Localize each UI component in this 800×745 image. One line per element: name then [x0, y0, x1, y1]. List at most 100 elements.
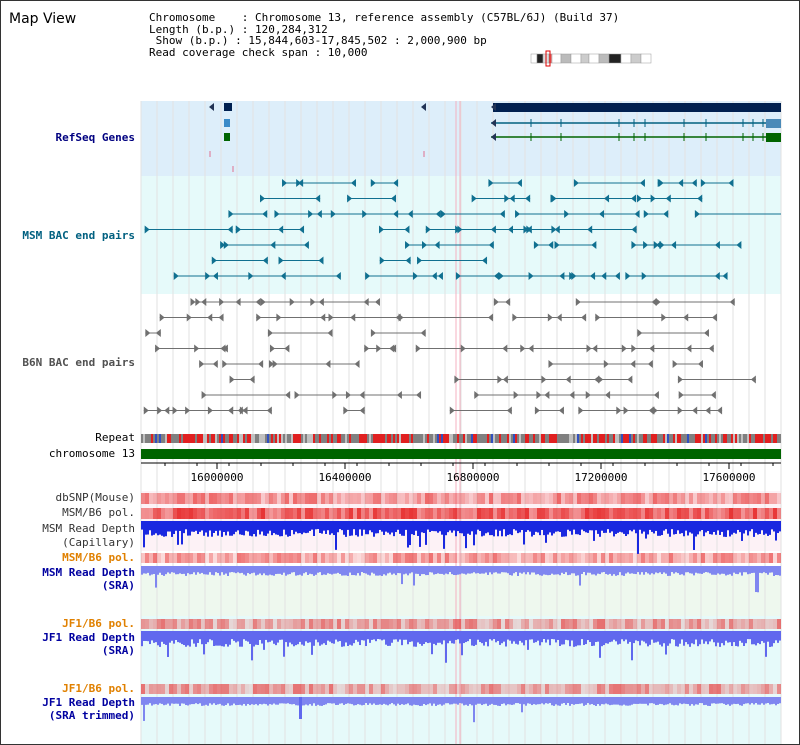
jf1-sra-depth — [721, 631, 723, 644]
track-label-b6n-bac[interactable]: B6N BAC end pairs — [22, 356, 135, 369]
msm-cap-depth — [141, 521, 143, 530]
msm-sra-depth — [383, 566, 385, 575]
track-label-msm-bac[interactable]: MSM BAC end pairs — [22, 229, 135, 242]
msm-cap-depth — [663, 521, 665, 531]
dbsnp-heat — [741, 493, 745, 504]
msm-pol2-heat — [161, 553, 165, 563]
jf1-trim-depth — [429, 697, 431, 704]
b6n-bac-end — [729, 298, 735, 306]
repeat-cell — [443, 434, 445, 443]
msm-cap-depth — [699, 521, 701, 532]
msm-cap-depth — [627, 521, 629, 535]
jf1-sra-depth — [529, 631, 531, 640]
jf1-sra-depth — [667, 631, 669, 646]
msm-cap-depth — [595, 521, 597, 531]
jf1-trim-depth — [731, 697, 733, 705]
msm-sra-depth — [709, 566, 711, 574]
dbsnp-heat — [221, 493, 225, 504]
msm-sra-depth — [635, 566, 637, 575]
jf1-sra-depth — [677, 631, 679, 647]
msm-cap-depth — [143, 521, 145, 548]
msm-cap-depth — [669, 521, 671, 537]
track-label-jf1-depth-sra[interactable]: JF1 Read Depth — [42, 631, 135, 644]
track-label-msm-b6-pol-1[interactable]: MSM/B6 pol. — [62, 506, 135, 519]
jf1-pol2-heat — [693, 684, 697, 694]
repeat-cell — [583, 434, 585, 443]
msm-pol-heat — [681, 508, 685, 519]
repeat-cell — [731, 434, 733, 443]
repeat-cell — [621, 434, 623, 443]
msm-sra-depth — [417, 566, 419, 574]
msm-pol-heat — [721, 508, 725, 519]
jf1-trim-depth — [499, 697, 501, 706]
msm-sra-depth — [293, 566, 295, 573]
jf1-sra-depth — [435, 631, 437, 646]
msm-sra-depth — [301, 566, 303, 576]
jf1-pol-heat — [493, 619, 497, 629]
jf1-pol-heat — [217, 619, 221, 629]
jf1-trim-depth — [667, 697, 669, 705]
ideogram-band — [608, 53, 622, 64]
track-label-repeat: Repeat — [95, 431, 135, 444]
dbsnp-heat — [321, 493, 325, 504]
repeat-cell — [473, 434, 475, 443]
jf1-trim-depth — [503, 697, 505, 704]
repeat-cell — [193, 434, 195, 443]
msm-sra-depth — [631, 566, 633, 574]
jf1-pol-heat — [205, 619, 209, 629]
jf1-sra-depth — [269, 631, 271, 642]
track-label-refseq[interactable]: RefSeq Genes — [55, 131, 135, 144]
jf1-sra-depth — [631, 631, 633, 661]
track-label-dbsnp[interactable]: dbSNP(Mouse) — [55, 491, 135, 504]
repeat-cell — [451, 434, 453, 443]
track-label-msm-depth-capillary[interactable]: MSM Read Depth — [42, 522, 135, 535]
jf1-trim-depth — [623, 697, 625, 705]
track-label-msm-depth-sra[interactable]: MSM Read Depth — [42, 566, 135, 579]
msm-sra-depth — [515, 566, 517, 573]
msm-cap-depth — [343, 521, 345, 535]
msm-cap-depth — [575, 521, 577, 535]
track-label-jf1-depth-trimmed[interactable]: JF1 Read Depth — [42, 696, 135, 709]
jf1-sra-depth — [575, 631, 577, 647]
repeat-cell — [377, 434, 379, 443]
jf1-sra-depth — [361, 631, 363, 641]
b6n-bac-end — [598, 375, 604, 384]
msm-bac-end — [437, 272, 443, 280]
jf1-sra-depth — [527, 631, 529, 650]
jf1-pol2-heat — [757, 684, 761, 694]
b6n-bac-end — [416, 391, 422, 399]
track-label-jf1-b6-pol-1[interactable]: JF1/B6 pol. — [62, 617, 135, 630]
track-label-msm-b6-pol-2[interactable]: MSM/B6 pol. — [62, 551, 135, 564]
jf1-trim-depth — [397, 697, 399, 704]
msm-cap-depth — [517, 521, 519, 534]
dbsnp-heat — [329, 493, 333, 504]
track-label-jf1-b6-pol-2[interactable]: JF1/B6 pol. — [62, 682, 135, 695]
msm-pol-heat — [221, 508, 225, 519]
b6n-bac-end — [222, 360, 228, 368]
b6n-bac-end — [710, 391, 716, 399]
jf1-sra-depth — [255, 631, 257, 645]
jf1-sra-depth — [759, 631, 761, 645]
msm-cap-depth — [267, 521, 269, 534]
msm-sra-depth — [267, 566, 269, 576]
jf1-trim-depth — [155, 697, 157, 705]
dbsnp-heat — [509, 493, 513, 504]
msm-pol-heat — [245, 508, 249, 519]
msm-sra-depth — [485, 566, 487, 573]
jf1-sra-depth — [711, 631, 713, 640]
msm-cap-depth — [429, 521, 431, 532]
jf1-pol-heat — [265, 619, 269, 629]
jf1-trim-depth — [715, 697, 717, 704]
msm-pol2-heat — [697, 553, 701, 563]
msm-sra-depth — [257, 566, 259, 575]
repeat-cell — [195, 434, 197, 443]
jf1-sra-depth — [181, 631, 183, 645]
jf1-pol-heat — [325, 619, 329, 629]
jf1-sra-depth — [359, 631, 361, 646]
repeat-cell — [323, 434, 325, 443]
msm-pol-heat — [357, 508, 361, 519]
repeat-cell — [565, 434, 567, 443]
msm-bac-end — [636, 194, 642, 203]
msm-cap-depth — [745, 521, 747, 531]
